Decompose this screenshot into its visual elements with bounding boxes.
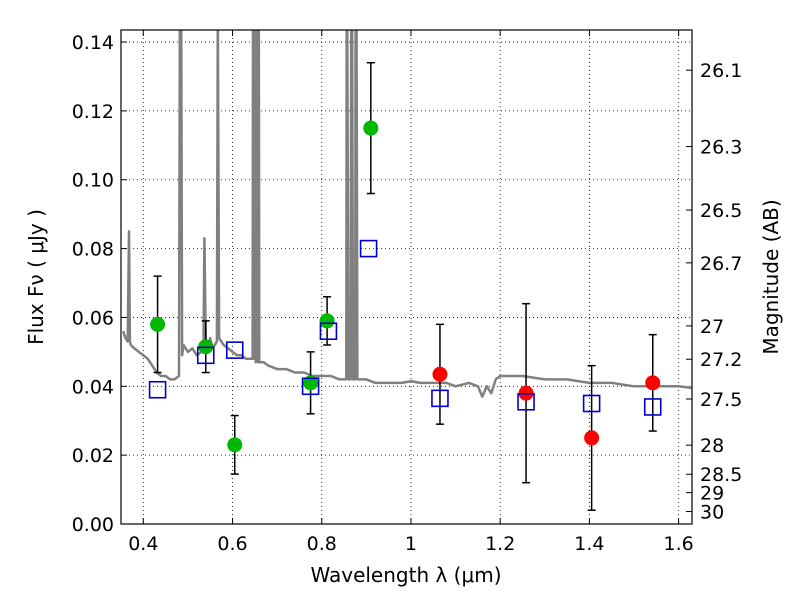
data-point (645, 375, 661, 391)
model-point (517, 392, 535, 411)
data-point (363, 120, 379, 136)
y-tick-label: 0.06 (72, 307, 114, 329)
y2-tick-label: 27.2 (700, 349, 742, 371)
plot-frame (120, 29, 693, 525)
model-point (643, 398, 662, 416)
y-axis-right-label: Magnitude (AB) (759, 199, 783, 354)
y2-tick-label: 26.5 (700, 200, 742, 222)
y2-tick-label: 27 (700, 316, 724, 338)
y-tick-label: 0.14 (72, 32, 114, 54)
x-tick-label: 1.2 (485, 533, 515, 555)
data-point (584, 430, 600, 446)
data-point (432, 366, 448, 382)
model-point (359, 239, 378, 258)
model-point (196, 346, 215, 365)
y-axis-left: 0.00 0.02 0.04 0.06 0.08 0.10 0.12 0.14 (72, 32, 127, 536)
x-axis: 0.4 0.6 0.8 1 1.2 1.4 1.6 (128, 30, 694, 555)
x-tick-label: 1 (405, 533, 417, 555)
y-tick-label: 0.00 (72, 514, 114, 536)
plot-background (121, 30, 692, 524)
y-tick-label: 0.10 (72, 170, 114, 192)
data-point (227, 437, 243, 453)
y2-tick-label: 28 (700, 435, 724, 457)
x-tick-label: 0.8 (307, 533, 337, 555)
x-tick-label: 1.6 (664, 533, 694, 555)
y2-tick-label: 26.7 (700, 253, 742, 275)
y2-tick-label: 26.1 (700, 60, 742, 82)
plot-area (122, 30, 692, 511)
y2-tick-label: 28.5 (700, 464, 742, 486)
x-axis-label: Wavelength λ (μm) (310, 563, 501, 587)
model-point (148, 380, 167, 399)
y2-tick-label: 26.3 (700, 137, 742, 159)
y-tick-label: 0.08 (72, 239, 114, 261)
data-point (303, 375, 319, 391)
y-tick-label: 0.04 (72, 376, 114, 398)
y2-tick-label: 29 (700, 483, 724, 505)
y-axis-label: Flux Fν ( μJy ) (24, 209, 48, 345)
model-point (225, 341, 244, 359)
y2-tick-label: 30 (700, 502, 724, 524)
y-tick-label: 0.12 (72, 101, 114, 123)
spectrum-line (122, 30, 692, 398)
data-point (150, 316, 166, 332)
x-tick-label: 1.4 (574, 533, 604, 555)
model-point (431, 389, 449, 408)
model-point (319, 322, 338, 341)
y-tick-label: 0.02 (72, 445, 114, 467)
x-tick-label: 0.4 (128, 533, 158, 555)
y2-tick-label: 27.5 (700, 389, 742, 411)
model-point (582, 394, 601, 413)
x-tick-label: 0.6 (217, 533, 247, 555)
model-point (301, 377, 320, 396)
data-point (319, 313, 335, 329)
